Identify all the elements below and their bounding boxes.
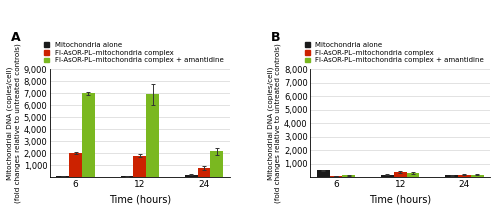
Bar bbox=[120, 176, 134, 177]
Bar bbox=[146, 94, 159, 177]
Bar bbox=[458, 175, 471, 177]
Y-axis label: Mitochondrial DNA (copies/cell)
(fold changes relative to untreated controls): Mitochondrial DNA (copies/cell) (fold ch… bbox=[6, 43, 20, 203]
Bar bbox=[445, 175, 458, 177]
X-axis label: Time (hours): Time (hours) bbox=[108, 194, 171, 205]
Bar bbox=[134, 156, 146, 177]
Bar bbox=[198, 168, 210, 177]
Bar bbox=[69, 153, 82, 177]
Bar bbox=[210, 151, 223, 177]
Text: A: A bbox=[10, 31, 20, 44]
Legend: Mitochondria alone, Fl-AsOR-PL–mitochondria complex, Fl-AsOR-PL–mitochondria com: Mitochondria alone, Fl-AsOR-PL–mitochond… bbox=[305, 42, 484, 64]
Bar bbox=[342, 175, 355, 177]
Legend: Mitochondria alone, Fl-AsOR-PL–mitochondria complex, Fl-AsOR-PL–mitochondria com: Mitochondria alone, Fl-AsOR-PL–mitochond… bbox=[44, 42, 224, 64]
Bar bbox=[406, 173, 420, 177]
X-axis label: Time (hours): Time (hours) bbox=[369, 194, 432, 205]
Bar bbox=[330, 176, 342, 177]
Bar bbox=[56, 176, 69, 177]
Bar bbox=[82, 93, 95, 177]
Text: B: B bbox=[271, 31, 280, 44]
Bar bbox=[184, 175, 198, 177]
Bar bbox=[317, 170, 330, 177]
Bar bbox=[381, 175, 394, 177]
Bar bbox=[471, 175, 484, 177]
Bar bbox=[394, 172, 406, 177]
Y-axis label: Mitochondrial DNA (copies/cell)
(fold changes relative to untreated controls): Mitochondrial DNA (copies/cell) (fold ch… bbox=[267, 43, 281, 203]
